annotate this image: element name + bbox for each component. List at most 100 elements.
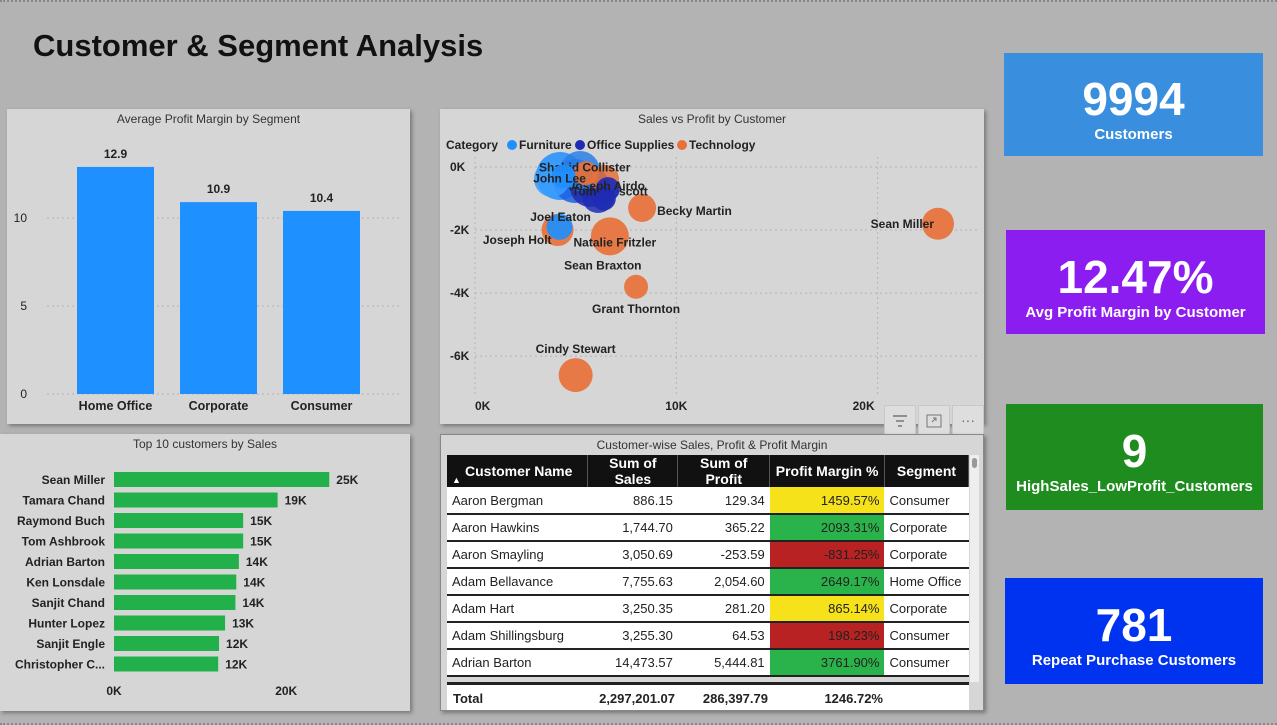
cell-profit: 2,054.60 <box>677 568 770 596</box>
top-customer-bar[interactable] <box>114 615 226 631</box>
table-row[interactable]: Adam Bellavance 7,755.63 2,054.60 2649.17% H… <box>447 568 969 596</box>
kpi-avg-profit-margin-value: 12.47% <box>1057 251 1214 303</box>
scatter-point[interactable] <box>546 213 573 240</box>
cell-profit: -253.59 <box>677 541 770 569</box>
segment-chart-title: Average Profit Margin by Segment <box>116 112 301 126</box>
kpi-highsales-lowprofit-label: HighSales_LowProfit_Customers <box>1016 478 1253 495</box>
table-body: Customer Name ▲ Sum of Sales Sum of Profi… <box>447 455 969 682</box>
table-scrollbar[interactable] <box>970 455 979 682</box>
kpi-avg-profit-margin-label: Avg Profit Margin by Customer <box>1025 304 1246 321</box>
scatter-point[interactable] <box>573 161 598 186</box>
kpi-highsales-lowprofit[interactable]: 9 HighSales_LowProfit_Customers <box>1006 404 1263 510</box>
cell-sales: 3,050.69 <box>587 541 678 569</box>
cell-profit-margin: 1459.57% <box>769 487 885 515</box>
top-customer-bar[interactable] <box>114 595 236 610</box>
segment-chart-panel[interactable]: Average Profit Margin by Segment 0 5 10 12.… <box>7 109 410 424</box>
top-customer-name: Sean Miller <box>42 473 106 487</box>
cell-sales: 1,744.70 <box>587 514 678 542</box>
top-customer-name: Adrian Barton <box>25 555 105 569</box>
col-customer-name[interactable]: Customer Name ▲ <box>447 455 589 487</box>
top-customer-name: Sanjit Engle <box>36 637 105 651</box>
scatter-point[interactable] <box>628 193 657 222</box>
cell-customer-name: Adam Shillingsburg <box>447 622 588 650</box>
scatter-point[interactable] <box>624 274 649 299</box>
top-customer-bar[interactable] <box>114 554 239 569</box>
col-sum-sales[interactable]: Sum of Sales <box>587 455 679 487</box>
table-row[interactable]: Adrian Barton 14,473.57 5,444.81 3761.90% Co… <box>447 649 969 677</box>
cell-customer-name: Aaron Hawkins <box>447 514 588 542</box>
cell-customer-name: Adam Bellavance <box>447 568 588 596</box>
total-sales: 2,297,201.07 <box>599 691 675 706</box>
cell-profit: 281.20 <box>677 595 770 623</box>
customer-table-panel[interactable]: Customer-wise Sales, Profit & Profit Mar… <box>440 434 984 711</box>
table-row[interactable]: Aaron Smayling 3,050.69 -253.59 -831.25% Cor… <box>447 541 969 569</box>
top-customer-bar[interactable] <box>114 513 244 528</box>
page-title: Customer & Segment Analysis <box>33 28 484 63</box>
cell-segment: Consumer <box>884 487 969 515</box>
scatter-legend-item: Office Supplies <box>587 138 675 152</box>
segment-value-label: 10.4 <box>310 191 334 205</box>
table-row[interactable]: Adam Shillingsburg 3,255.30 64.53 198.23% Co… <box>447 622 969 650</box>
scatter-point-label: John Lee <box>533 171 586 185</box>
kpi-customers[interactable]: 9994 Customers <box>1004 53 1263 156</box>
scatter-point[interactable] <box>558 358 593 393</box>
cell-segment: Home Office <box>884 568 969 596</box>
top-customer-bar[interactable] <box>114 636 220 651</box>
top-customer-name: Tamara Chand <box>23 494 105 508</box>
cell-sales: 14,473.57 <box>587 649 678 677</box>
table-rows: Aaron Bergman 886.15 129.34 1459.57% Consume… <box>447 487 969 677</box>
cell-profit-margin: 198.23% <box>769 622 885 650</box>
top-customer-value: 19K <box>285 494 307 508</box>
top-customer-bar[interactable] <box>114 656 219 672</box>
scatter-point-label: Cindy Stewart <box>536 342 616 356</box>
col-sum-profit[interactable]: Sum of Profit <box>677 455 771 487</box>
scatter-point[interactable] <box>922 207 954 240</box>
cell-profit-margin: 865.14% <box>769 595 885 623</box>
scatter-point-label: Sean Braxton <box>564 259 641 273</box>
top-customer-value: 12K <box>226 637 248 651</box>
top-customer-bar[interactable] <box>114 533 244 549</box>
table-row[interactable]: Aaron Bergman 886.15 129.34 1459.57% Consume… <box>447 487 969 515</box>
total-label: Total <box>453 691 484 706</box>
top-customer-bar[interactable] <box>114 472 330 487</box>
col-profit-margin[interactable]: Profit Margin % <box>769 455 885 487</box>
scatter-legend-item: Technology <box>689 138 756 152</box>
table-row[interactable]: Aaron Hawkins 1,744.70 365.22 2093.31% Corpo… <box>447 514 969 542</box>
kpi-repeat-purchase[interactable]: 781 Repeat Purchase Customers <box>1005 578 1263 684</box>
top-customer-name: Tom Ashbrook <box>22 535 106 549</box>
scatter-point[interactable] <box>551 164 576 189</box>
scatter-ytick-label: -6K <box>450 349 470 363</box>
scatter-point-label: Sean Miller <box>871 217 935 231</box>
segment-category-label: Consumer <box>291 399 353 413</box>
scatter-xtick-label: 0K <box>475 399 491 413</box>
segment-bar[interactable] <box>77 166 154 394</box>
scatter-ytick-label: -2K <box>450 223 470 237</box>
cell-profit-margin: 2649.17% <box>769 568 885 596</box>
scatter-point[interactable] <box>595 177 620 202</box>
cell-profit-margin: -831.25% <box>769 541 885 569</box>
top-customer-bar[interactable] <box>114 492 278 508</box>
kpi-avg-profit-margin[interactable]: 12.47% Avg Profit Margin by Customer <box>1006 230 1265 334</box>
scatter-point[interactable] <box>590 217 629 256</box>
filter-icon[interactable] <box>884 405 916 435</box>
top-customer-name: Raymond Buch <box>17 514 105 528</box>
top-customer-name: Christopher C... <box>15 658 105 672</box>
more-options-icon[interactable]: ··· <box>952 405 984 435</box>
top-customers-panel[interactable]: Top 10 customers by Sales Sean Miller 25K… <box>0 434 410 711</box>
segment-bar[interactable] <box>283 210 360 394</box>
scatter-point-label: Becky Martin <box>657 204 732 218</box>
segment-bar[interactable] <box>180 202 257 394</box>
kpi-customers-label: Customers <box>1094 126 1173 143</box>
cell-customer-name: Adam Hart <box>447 595 588 623</box>
cell-profit: 64.53 <box>677 622 770 650</box>
table-row[interactable]: Adam Hart 3,250.35 281.20 865.14% Corporate <box>447 595 969 623</box>
focus-mode-icon[interactable] <box>918 405 950 435</box>
segment-ytick-label: 10 <box>14 211 28 225</box>
scatter-point-label: Joel Eaton <box>530 210 591 224</box>
top-customer-bar[interactable] <box>114 574 237 590</box>
scatter-chart-panel[interactable]: Sales vs Profit by Customer Category Furn… <box>440 109 984 424</box>
scrollbar-thumb[interactable] <box>972 458 977 468</box>
table-total-row: Total 2,297,201.07 286,397.79 1246.72% <box>447 682 969 710</box>
sort-ascending-icon[interactable]: ▲ <box>452 475 461 485</box>
col-segment[interactable]: Segment <box>884 455 969 487</box>
